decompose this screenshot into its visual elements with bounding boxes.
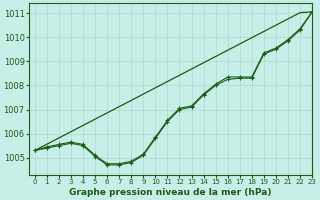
X-axis label: Graphe pression niveau de la mer (hPa): Graphe pression niveau de la mer (hPa) xyxy=(69,188,272,197)
